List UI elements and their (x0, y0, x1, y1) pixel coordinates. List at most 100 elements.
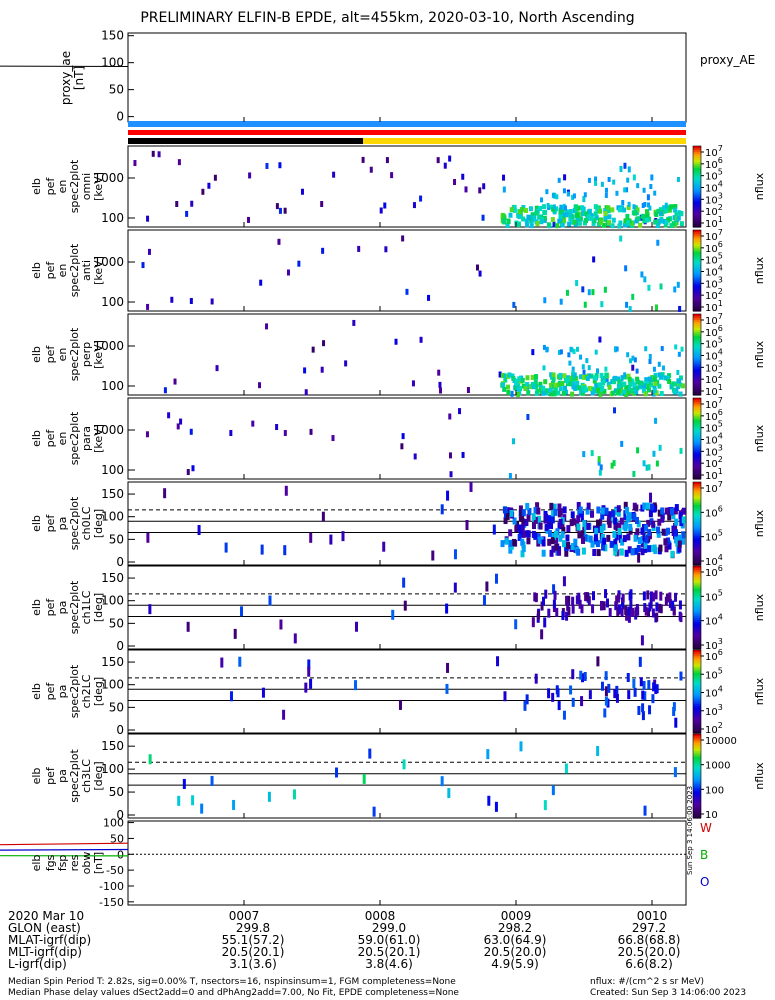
spectrogram-cell (618, 207, 623, 213)
colorbar-cell (693, 212, 701, 216)
spectrogram-cell (558, 209, 563, 215)
spectrogram-cell (604, 686, 608, 697)
y-tick-label: 50 (109, 785, 124, 799)
colorbar-cell (693, 626, 701, 629)
footer-row-mlat: MLAT-igrf(dip) 55.1(57.2) 59.0(61.0) 63.… (8, 934, 680, 946)
spectrogram-cell (391, 609, 395, 620)
spectrogram-cell (259, 279, 263, 286)
spectrogram-cell (644, 377, 649, 383)
spectrogram-cell (607, 384, 612, 390)
spectrogram-cell (603, 286, 607, 293)
y-axis-label: spec2plot (68, 580, 81, 634)
spectrogram-cell (539, 219, 544, 225)
spectrogram-cell (478, 270, 482, 277)
colorbar-cell (693, 759, 701, 762)
spectrogram-cell (561, 213, 566, 219)
spectrogram-cell (251, 420, 255, 427)
spectrogram-cell (437, 369, 441, 376)
spectrogram-cell (636, 447, 640, 454)
spectrogram-cell (592, 378, 597, 384)
spectrogram-cell (668, 598, 672, 608)
colorbar-label-group: nflux (753, 593, 766, 621)
colorbar-cell (693, 588, 701, 592)
spectrogram-cell (283, 545, 287, 556)
spectrogram-cell (640, 548, 645, 556)
colorbar-cell (693, 666, 701, 670)
spectrogram-cell (141, 262, 145, 269)
spectrogram-cell (549, 372, 554, 378)
colorbar-cell (693, 146, 701, 149)
spectrogram-cell (560, 204, 565, 210)
spectrogram-cell (603, 708, 607, 718)
spectrogram-cell (508, 212, 513, 218)
y-tick-label: 50 (110, 832, 124, 845)
colorbar-cell (693, 716, 701, 720)
spectrogram-cell (627, 606, 631, 616)
spectrogram-cell (525, 502, 530, 510)
spectrogram-cell (521, 509, 526, 517)
colorbar-cell (693, 636, 701, 640)
spectrogram-cell (439, 387, 443, 394)
y-axis-label: ch2LC (80, 674, 93, 708)
spectrogram-cell (619, 388, 624, 394)
spectrogram-cell (567, 352, 571, 358)
colorbar-cell (693, 668, 701, 672)
spectrogram-cell (679, 519, 684, 527)
colorbar-cell (693, 632, 701, 636)
spectrogram-cell (571, 194, 575, 200)
colorbar-cell (693, 462, 701, 466)
y-tick-label: 150 (101, 655, 124, 669)
colorbar-cell (693, 356, 701, 360)
spectrogram-cell (562, 710, 566, 720)
colorbar-cell (693, 805, 701, 809)
spectrogram-cell (148, 754, 152, 765)
colorbar-cell (693, 790, 701, 794)
colorbar-cell (693, 720, 701, 724)
spectrogram-cell (655, 460, 659, 467)
y-tick-label: 0 (116, 808, 124, 822)
spectrogram-cell (651, 694, 655, 704)
spectrogram-cell (578, 510, 583, 518)
spectrogram-cell (541, 539, 546, 547)
legend-b: B (700, 848, 708, 862)
spectrogram-cell (610, 462, 614, 469)
spectrogram-cell (608, 608, 612, 618)
spectrogram-cell (562, 506, 567, 514)
spectrogram-cell (554, 536, 559, 544)
spectrogram-cell (546, 515, 551, 523)
colorbar-cell (693, 726, 701, 730)
spectrogram-cell (362, 773, 366, 784)
colorbar-cell (693, 340, 701, 343)
spectrogram-cell (431, 550, 435, 561)
spectrogram-cell (586, 502, 591, 510)
spectrogram-cell (526, 513, 531, 521)
spectrogram-cell (329, 534, 333, 545)
spectrogram-cell (669, 223, 674, 229)
nflux-units: nflux: #/(cm^2 s sr MeV) (590, 977, 704, 987)
spectrogram-cell (644, 606, 648, 616)
spectrogram-cell (680, 383, 685, 389)
y-tick-label: 1000 (93, 255, 124, 269)
colorbar-cell (693, 712, 701, 715)
spectrogram-cell (599, 217, 604, 223)
spectrogram-cell (650, 503, 655, 511)
colorbar-cell (693, 699, 701, 703)
spectrogram-cell (677, 545, 682, 553)
colorbar-cell (693, 272, 701, 276)
spectrogram-cell (508, 539, 513, 547)
spectrogram-cell (671, 528, 676, 536)
side-timestamp: Sun Sep 3 14:06:00 2023 (686, 786, 694, 875)
colorbar-cell (693, 517, 701, 520)
colorbar-cell (693, 811, 701, 815)
y-axis-label: ch1LC (80, 590, 93, 624)
y-axis-label: [keV] (92, 256, 105, 285)
spectrogram-cell (575, 519, 580, 527)
colorbar-cell (693, 458, 701, 462)
spectrogram-cell (600, 181, 604, 187)
spectrogram-cell (619, 235, 623, 242)
spectrogram-cell (660, 346, 664, 352)
spectrogram-cell (612, 179, 616, 185)
colorbar-frame-pitch-3 (692, 733, 702, 819)
spectrogram-cell (605, 376, 609, 383)
colorbar-cell (693, 500, 701, 504)
